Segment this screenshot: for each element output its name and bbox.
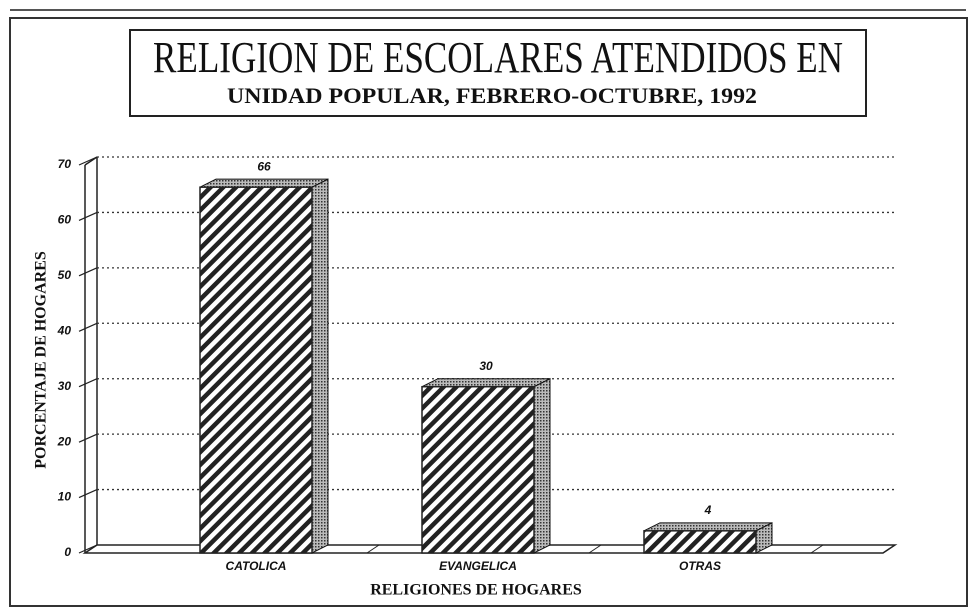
bar	[199, 186, 313, 554]
y-tick-label: 40	[57, 323, 72, 337]
chart-title: RELIGION DE ESCOLARES ATENDIDOS EN	[153, 33, 843, 82]
x-tick-label: CATOLICA	[226, 559, 287, 573]
tick-mark	[78, 322, 98, 332]
bar-side	[533, 377, 551, 554]
x-axis-label: RELIGIONES DE HOGARES	[370, 582, 582, 599]
y-tick-label: 50	[58, 268, 72, 282]
floor	[82, 544, 898, 554]
tick-mark	[78, 489, 98, 499]
bar	[643, 530, 757, 554]
bar-side	[311, 178, 329, 554]
value-label: 66	[257, 159, 271, 173]
tick-mark	[78, 211, 98, 221]
y-axis-label: PORCENTAJE DE HOGARES	[33, 251, 50, 469]
tick-mark	[78, 433, 98, 443]
title-box	[129, 29, 867, 117]
value-label: 30	[479, 359, 493, 373]
bar-top	[643, 522, 773, 532]
x-tick-mark	[366, 544, 380, 554]
tick-mark	[78, 267, 98, 277]
bar-top	[199, 178, 329, 188]
chart-subtitle: UNIDAD POPULAR, FEBRERO-OCTUBRE, 1992	[227, 83, 757, 108]
tick-mark	[78, 156, 98, 166]
y-tick-label: 0	[64, 545, 71, 559]
y-tick-label: 60	[58, 213, 72, 227]
frame	[9, 17, 968, 607]
tick-mark	[78, 378, 98, 388]
x-tick-label: EVANGELICA	[439, 559, 517, 573]
x-tick-label: OTRAS	[679, 559, 721, 573]
x-tick-mark	[588, 544, 602, 554]
x-tick-mark	[810, 544, 824, 554]
y-tick-label: 20	[57, 434, 72, 448]
value-label: 4	[704, 503, 712, 517]
y-tick-label: 70	[58, 157, 72, 171]
y-tick-label: 30	[58, 379, 72, 393]
bar-top	[421, 378, 551, 388]
y-tick-label: 10	[58, 490, 72, 504]
bar	[421, 385, 535, 554]
